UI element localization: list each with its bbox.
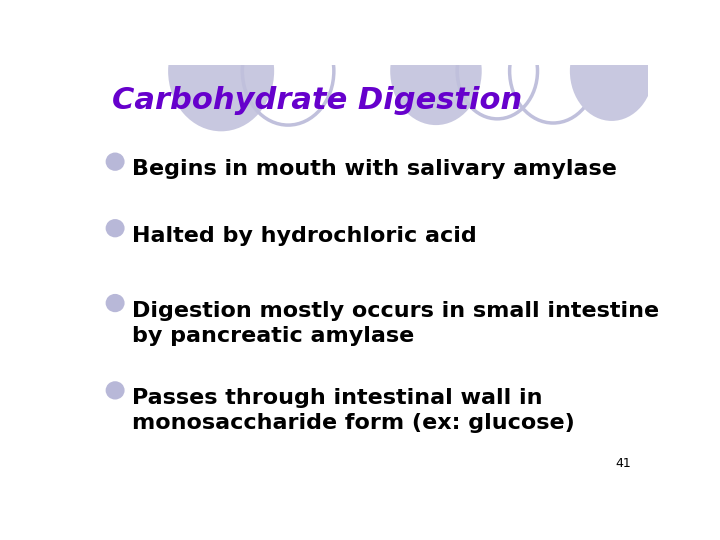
Ellipse shape <box>570 21 654 121</box>
Text: Halted by hydrochloric acid: Halted by hydrochloric acid <box>132 226 477 246</box>
Ellipse shape <box>106 381 125 400</box>
Text: Digestion mostly occurs in small intestine
by pancreatic amylase: Digestion mostly occurs in small intesti… <box>132 301 659 346</box>
Ellipse shape <box>106 219 125 238</box>
Text: Passes through intestinal wall in
monosaccharide form (ex: glucose): Passes through intestinal wall in monosa… <box>132 388 575 434</box>
Ellipse shape <box>390 17 482 125</box>
Text: Begins in mouth with salivary amylase: Begins in mouth with salivary amylase <box>132 159 617 179</box>
Text: 41: 41 <box>616 457 631 470</box>
Text: Carbohydrate Digestion: Carbohydrate Digestion <box>112 86 523 114</box>
Ellipse shape <box>106 294 125 312</box>
Ellipse shape <box>106 152 125 171</box>
Ellipse shape <box>168 11 274 131</box>
